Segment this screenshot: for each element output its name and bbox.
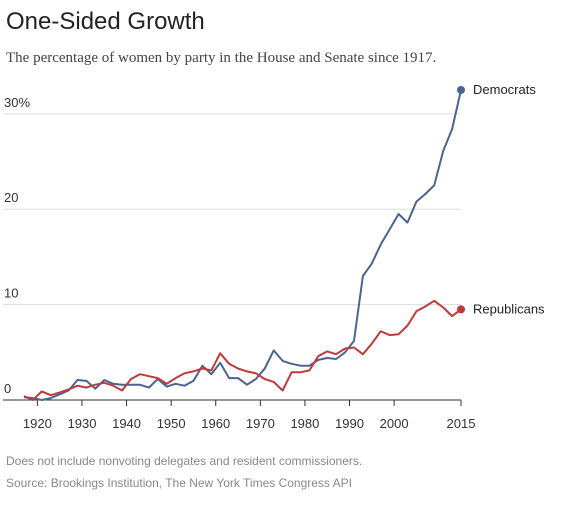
chart-subtitle: The percentage of women by party in the … bbox=[6, 50, 437, 66]
source-note: Source: Brookings Institution, The New Y… bbox=[6, 476, 352, 490]
series-line-democrats bbox=[23, 89, 462, 401]
y-tick-label: 30% bbox=[4, 95, 30, 110]
y-tick-label: 10 bbox=[4, 286, 18, 301]
footnote: Does not include nonvoting delegates and… bbox=[6, 454, 363, 468]
x-tick-label: 1930 bbox=[68, 416, 97, 431]
series-label-democrats: Democrats bbox=[473, 82, 536, 97]
x-tick-label: 2015 bbox=[447, 416, 476, 431]
x-tick-label: 1940 bbox=[112, 416, 141, 431]
series-endpoint-democrats bbox=[457, 86, 465, 94]
x-tick-label: 1960 bbox=[201, 416, 230, 431]
x-tick-label: 2000 bbox=[380, 416, 409, 431]
x-tick-label: 1950 bbox=[157, 416, 186, 431]
series-line-republicans bbox=[23, 299, 462, 401]
x-tick-label: 1990 bbox=[335, 416, 364, 431]
y-tick-label: 0 bbox=[4, 381, 11, 396]
x-tick-label: 1980 bbox=[290, 416, 319, 431]
y-tick-label: 20 bbox=[4, 190, 18, 205]
chart-title: One-Sided Growth bbox=[6, 8, 205, 35]
series-label-republicans: Republicans bbox=[473, 301, 545, 316]
x-tick-label: 1970 bbox=[246, 416, 275, 431]
series-endpoint-republicans bbox=[457, 305, 465, 314]
x-tick-label: 1920 bbox=[23, 416, 52, 431]
